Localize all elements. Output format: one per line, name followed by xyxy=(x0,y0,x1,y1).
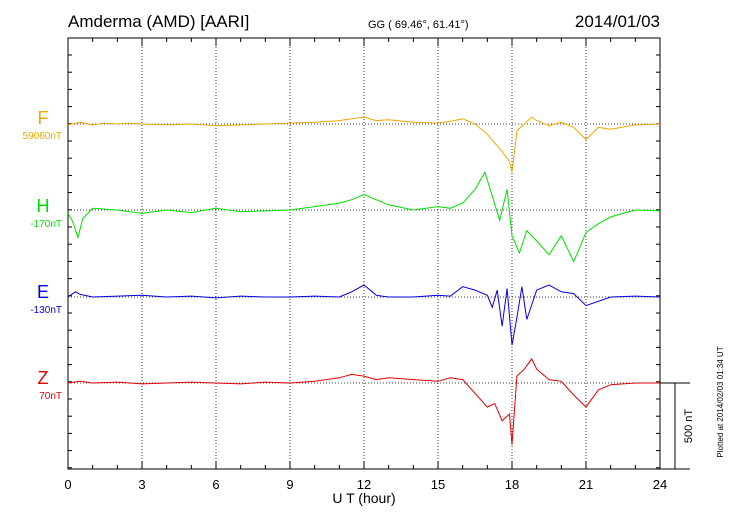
series-labels: F 59060nT H -170nT E -130nT Z 70nT xyxy=(23,108,62,402)
grid xyxy=(68,38,660,469)
series-line-h xyxy=(67,170,661,263)
x-tick-label: 9 xyxy=(286,477,293,492)
series-name-h: H xyxy=(37,196,50,216)
series-line-e xyxy=(67,284,661,346)
x-tick-label: 21 xyxy=(579,477,593,492)
x-tick-label: 6 xyxy=(212,477,219,492)
series-baseline-z: 70nT xyxy=(39,391,62,402)
x-axis-label: U T (hour) xyxy=(332,490,395,506)
x-tick-label: 0 xyxy=(64,477,71,492)
coordinates-label: GG ( 69.46°, 61.41°) xyxy=(368,19,469,31)
x-tick-label: 12 xyxy=(357,477,371,492)
series-line-f xyxy=(67,116,661,173)
series-name-z: Z xyxy=(38,368,49,388)
series-name-e: E xyxy=(37,282,49,302)
station-title: Amderma (AMD) [AARI] xyxy=(68,12,249,31)
series-group xyxy=(67,116,661,445)
series-baseline-h: -170nT xyxy=(30,219,62,230)
axis-ticks xyxy=(67,38,661,469)
x-tick-label: 15 xyxy=(431,477,445,492)
x-tick-label: 3 xyxy=(138,477,145,492)
x-tick-label: 24 xyxy=(653,477,667,492)
plotted-timestamp: Plotted at 2014/02/03 01:34 UT xyxy=(716,346,725,457)
series-baseline-e: -130nT xyxy=(30,305,62,316)
x-tick-labels: 0 3 6 9 12 15 18 21 24 xyxy=(64,477,667,492)
scale-bar: 500 nT xyxy=(660,382,695,470)
date-label: 2014/01/03 xyxy=(575,12,660,31)
series-name-f: F xyxy=(38,108,49,128)
x-tick-label: 18 xyxy=(505,477,519,492)
series-line-z xyxy=(67,357,660,445)
scale-bar-label: 500 nT xyxy=(683,409,695,444)
series-baseline-f: 59060nT xyxy=(23,131,62,142)
